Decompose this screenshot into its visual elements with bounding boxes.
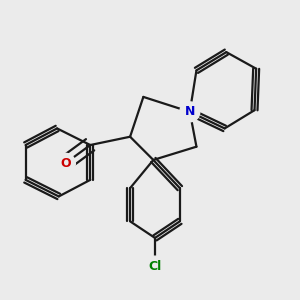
Text: N: N <box>184 105 195 118</box>
Circle shape <box>180 102 200 122</box>
Circle shape <box>56 153 75 173</box>
Circle shape <box>145 256 165 276</box>
Text: Cl: Cl <box>148 260 162 273</box>
Text: O: O <box>60 157 71 170</box>
